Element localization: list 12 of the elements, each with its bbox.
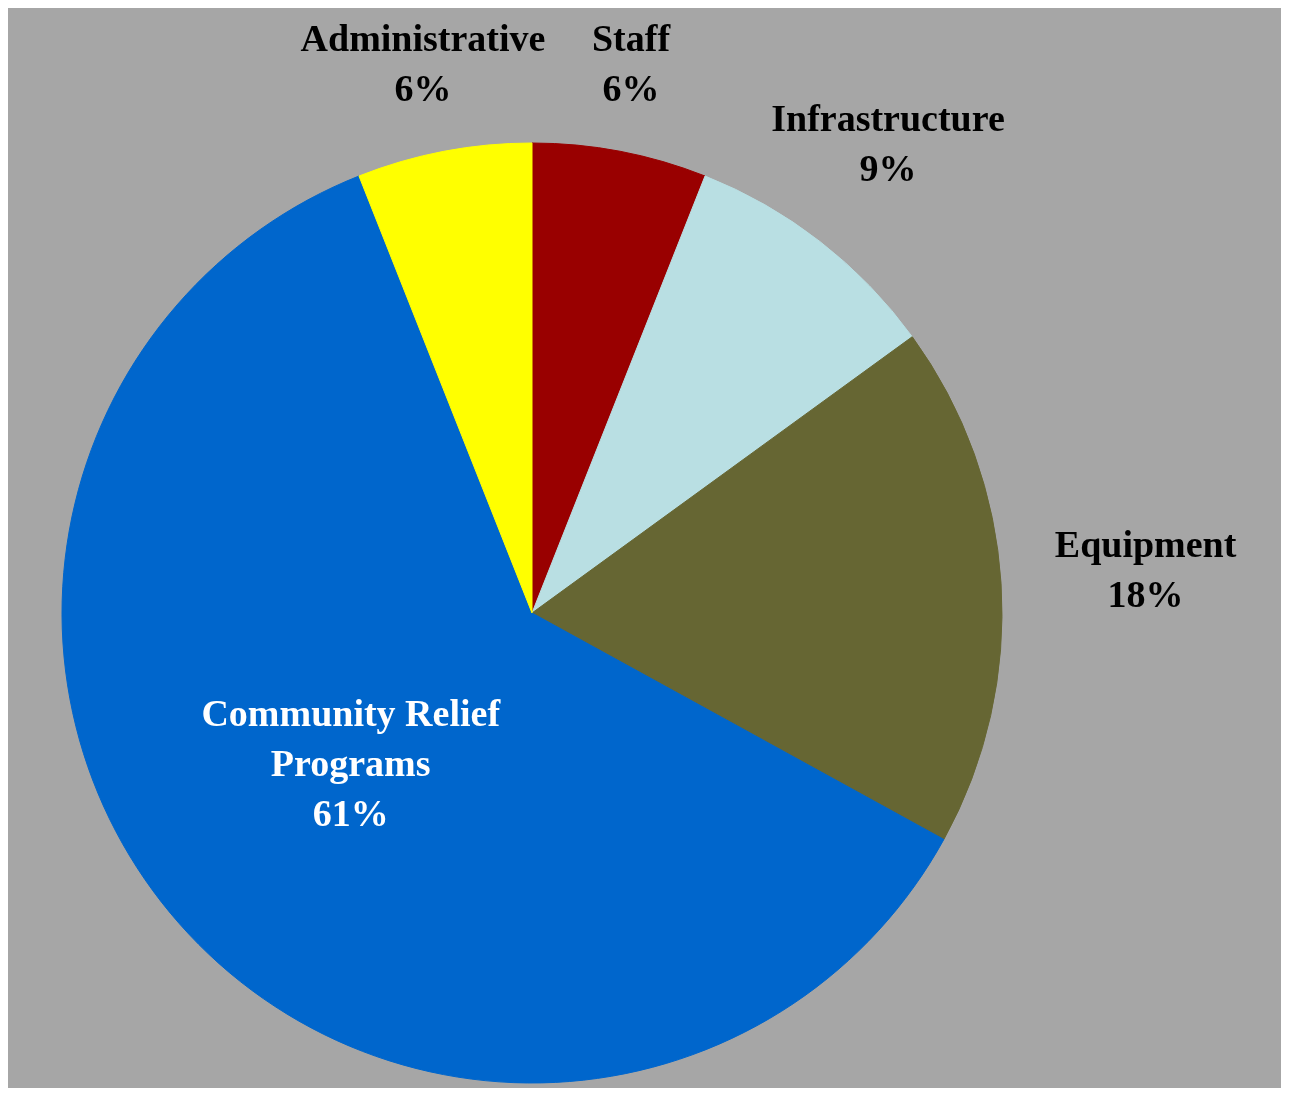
data-label: 6% xyxy=(602,66,660,109)
data-label: 61% xyxy=(312,792,389,835)
slice-label: Equipment xyxy=(1054,523,1237,566)
slice-label: Administrative xyxy=(300,16,546,59)
data-label: 9% xyxy=(859,146,917,189)
pie-slice xyxy=(531,336,1003,840)
pie-slice xyxy=(358,142,533,614)
data-label: 6% xyxy=(394,66,452,109)
slice-label: Community Relief Programs xyxy=(201,692,502,785)
slice-label: Staff xyxy=(591,16,672,59)
slice-label: Infrastructure xyxy=(771,96,1005,139)
data-label: 18% xyxy=(1107,573,1184,616)
